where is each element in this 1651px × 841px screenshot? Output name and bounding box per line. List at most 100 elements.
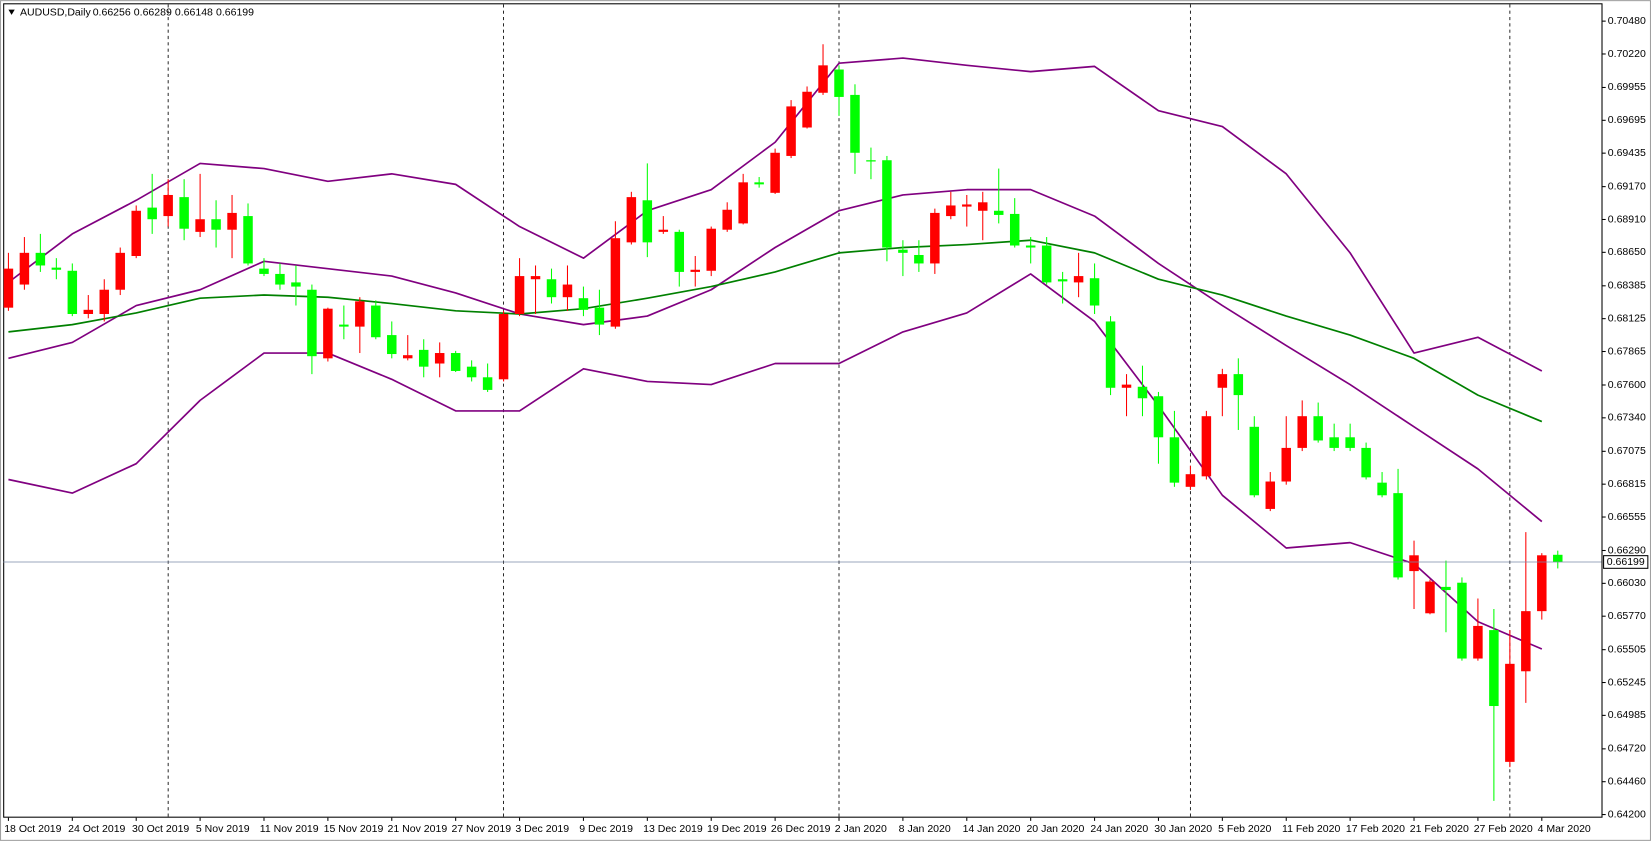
y-tick-label: 0.64460 <box>1608 775 1646 787</box>
candle-body <box>1185 474 1196 487</box>
header-toggle[interactable] <box>8 9 15 15</box>
y-tick-label: 0.68385 <box>1608 280 1646 292</box>
candle-body <box>850 94 860 153</box>
candle-body <box>1201 416 1212 477</box>
x-tick-label: 24 Jan 2020 <box>1090 823 1148 835</box>
candle-body <box>1441 586 1451 591</box>
candle-body <box>1169 437 1180 483</box>
candle-body <box>1105 321 1116 388</box>
candle-body <box>1521 611 1531 672</box>
x-tick-label: 14 Jan 2020 <box>963 823 1021 835</box>
candle-body <box>658 229 669 232</box>
x-tick-label: 20 Jan 2020 <box>1026 823 1084 835</box>
candle-body <box>1121 384 1132 388</box>
candle-body <box>179 197 189 229</box>
candle-body <box>642 200 653 243</box>
candle-body <box>1537 555 1547 612</box>
indicator-line <box>8 239 1543 423</box>
y-tick-label: 0.65770 <box>1608 610 1646 622</box>
candle-body <box>1217 374 1228 388</box>
candle-body <box>1153 396 1164 438</box>
candle-body <box>307 289 317 357</box>
candle-body <box>259 268 269 274</box>
x-tick-label: 18 Oct 2019 <box>4 823 61 835</box>
y-tick-label: 0.66555 <box>1608 511 1646 523</box>
candle-body <box>1553 554 1563 562</box>
candle-body <box>530 276 541 280</box>
candle-body <box>946 205 956 217</box>
y-tick-label: 0.64720 <box>1608 743 1646 755</box>
candle-body <box>1089 278 1100 306</box>
candles <box>3 44 1563 801</box>
candle-body <box>1505 663 1515 762</box>
candle-body <box>131 210 141 256</box>
x-tick-label: 5 Nov 2019 <box>196 823 250 835</box>
y-tick-label: 0.65505 <box>1608 643 1646 655</box>
candle-body <box>1281 447 1291 482</box>
candle-body <box>450 353 461 371</box>
candle-body <box>67 270 78 314</box>
candle-body <box>546 279 557 298</box>
candle-body <box>993 210 1004 215</box>
candle-body <box>3 268 14 308</box>
candle-body <box>818 65 828 93</box>
x-tick-label: 27 Feb 2020 <box>1474 823 1533 835</box>
candle-body <box>1025 245 1036 248</box>
candle-body <box>434 353 445 364</box>
candle-body <box>1137 386 1148 399</box>
candle-body <box>866 160 876 162</box>
indicator-line <box>8 273 1543 650</box>
candle-body <box>834 69 844 97</box>
y-tick-label: 0.67075 <box>1608 445 1646 457</box>
y-tick-label: 0.67340 <box>1608 412 1646 424</box>
y-tick-label: 0.68910 <box>1608 213 1646 225</box>
candle-body <box>355 301 365 327</box>
x-tick-label: 27 Nov 2019 <box>451 823 511 835</box>
header-high: 0.66289 <box>134 7 172 19</box>
y-tick-label: 0.69955 <box>1608 81 1646 93</box>
candle-body <box>163 194 173 217</box>
y-tick-label: 0.70220 <box>1608 48 1646 60</box>
candle-body <box>1457 582 1467 659</box>
candle-body <box>1473 625 1483 659</box>
candle-body <box>706 228 716 271</box>
axes: 0.70480 0.70220 0.69955 0.69695 0.69435 0.691… <box>3 15 1649 835</box>
candle-body <box>722 209 732 230</box>
y-tick-label: 0.69170 <box>1608 180 1646 192</box>
x-tick-label: 21 Nov 2019 <box>388 823 448 835</box>
x-tick-label: 24 Oct 2019 <box>68 823 125 835</box>
candle-body <box>275 273 285 285</box>
candle-body <box>594 307 605 325</box>
candle-body <box>626 197 637 243</box>
candle-body <box>1233 374 1244 396</box>
candle-body <box>339 324 349 327</box>
y-tick-label: 0.64985 <box>1608 709 1646 721</box>
candle-body <box>99 289 110 314</box>
x-tick-label: 11 Feb 2020 <box>1282 823 1340 835</box>
candle-body <box>738 182 748 224</box>
candle-body <box>962 204 972 207</box>
candle-body <box>211 219 221 230</box>
candle-body <box>898 249 908 253</box>
chart-title: AUDUSD,Daily <box>20 7 91 19</box>
candle-body <box>1377 482 1387 496</box>
y-tick-label: 0.66290 <box>1608 544 1646 556</box>
x-tick-label: 26 Dec 2019 <box>771 823 831 835</box>
candle-body <box>1409 555 1419 572</box>
header-low: 0.66148 <box>175 7 213 19</box>
y-tick-label: 0.68650 <box>1608 246 1646 258</box>
last-price-tag <box>1603 555 1649 569</box>
candle-body <box>115 252 125 290</box>
x-tick-label: 8 Jan 2020 <box>899 823 951 835</box>
x-tick-label: 4 Mar 2020 <box>1538 823 1591 835</box>
candle-body <box>466 366 477 378</box>
candle-body <box>562 284 573 298</box>
candle-body <box>83 309 94 314</box>
candle-body <box>195 219 205 232</box>
y-tick-label: 0.67865 <box>1608 345 1646 357</box>
candle-body <box>1249 426 1260 496</box>
candle-body <box>35 252 46 266</box>
y-tick-label: 0.66815 <box>1608 478 1646 490</box>
